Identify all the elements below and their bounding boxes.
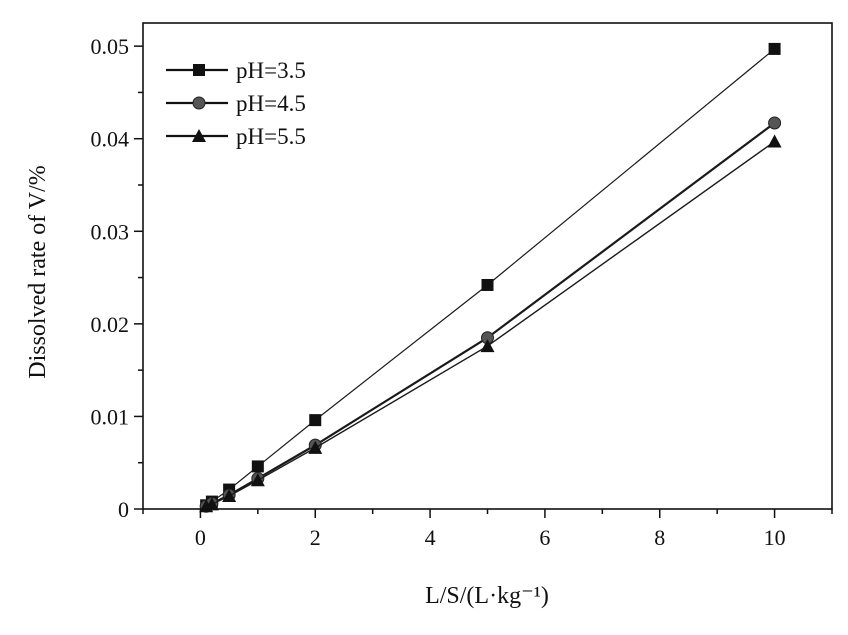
x-tick-label: 8 <box>654 525 665 550</box>
legend-item: pH=4.5 <box>166 91 306 116</box>
x-axis-label: L/S/(L·kg⁻¹) <box>425 583 549 609</box>
x-tick-label: 2 <box>310 525 321 550</box>
axes: 0 2 4 6 8 10 0 0.01 0.02 0.03 0.04 0.05 <box>91 22 833 550</box>
series-pH=5.5 <box>199 134 782 513</box>
data-point-square <box>251 460 264 473</box>
legend-item: pH=5.5 <box>166 124 306 149</box>
data-point-square <box>309 414 322 427</box>
legend-item: pH=3.5 <box>166 58 306 83</box>
series-pH=4.5 <box>199 116 782 513</box>
y-tick-label: 0.04 <box>91 127 130 152</box>
data-point-square <box>481 278 494 291</box>
data-point-triangle <box>204 497 219 511</box>
legend-label: pH=3.5 <box>236 58 306 83</box>
legend: pH=3.5 pH=4.5 pH=5.5 <box>166 58 306 149</box>
data-point-triangle <box>767 134 782 148</box>
x-tick-label: 6 <box>539 525 550 550</box>
y-tick-label: 0.05 <box>91 34 130 59</box>
data-point-square <box>768 42 781 55</box>
legend-label: pH=5.5 <box>236 124 306 149</box>
y-axis-label: Dissolved rate of V/% <box>25 165 51 379</box>
data-point-square <box>193 64 205 76</box>
data-point-triangle <box>480 339 495 353</box>
legend-label: pH=4.5 <box>236 91 306 116</box>
x-tick-label: 4 <box>425 525 436 550</box>
x-tick-label: 10 <box>764 525 786 550</box>
y-tick-label: 0.01 <box>91 404 130 429</box>
y-tick-label: 0 <box>118 497 129 522</box>
data-point-circle <box>192 96 206 110</box>
series-line <box>205 48 775 506</box>
x-tick-label: 0 <box>195 525 206 550</box>
data-point-triangle <box>222 489 237 503</box>
data-point-triangle <box>250 473 265 487</box>
series-line <box>205 140 775 507</box>
series-line <box>205 122 776 508</box>
y-tick-label: 0.03 <box>91 219 130 244</box>
y-tick-label: 0.02 <box>91 312 130 337</box>
data-point-triangle <box>192 129 206 142</box>
data-point-circle <box>768 116 782 130</box>
data-point-triangle <box>308 440 323 454</box>
